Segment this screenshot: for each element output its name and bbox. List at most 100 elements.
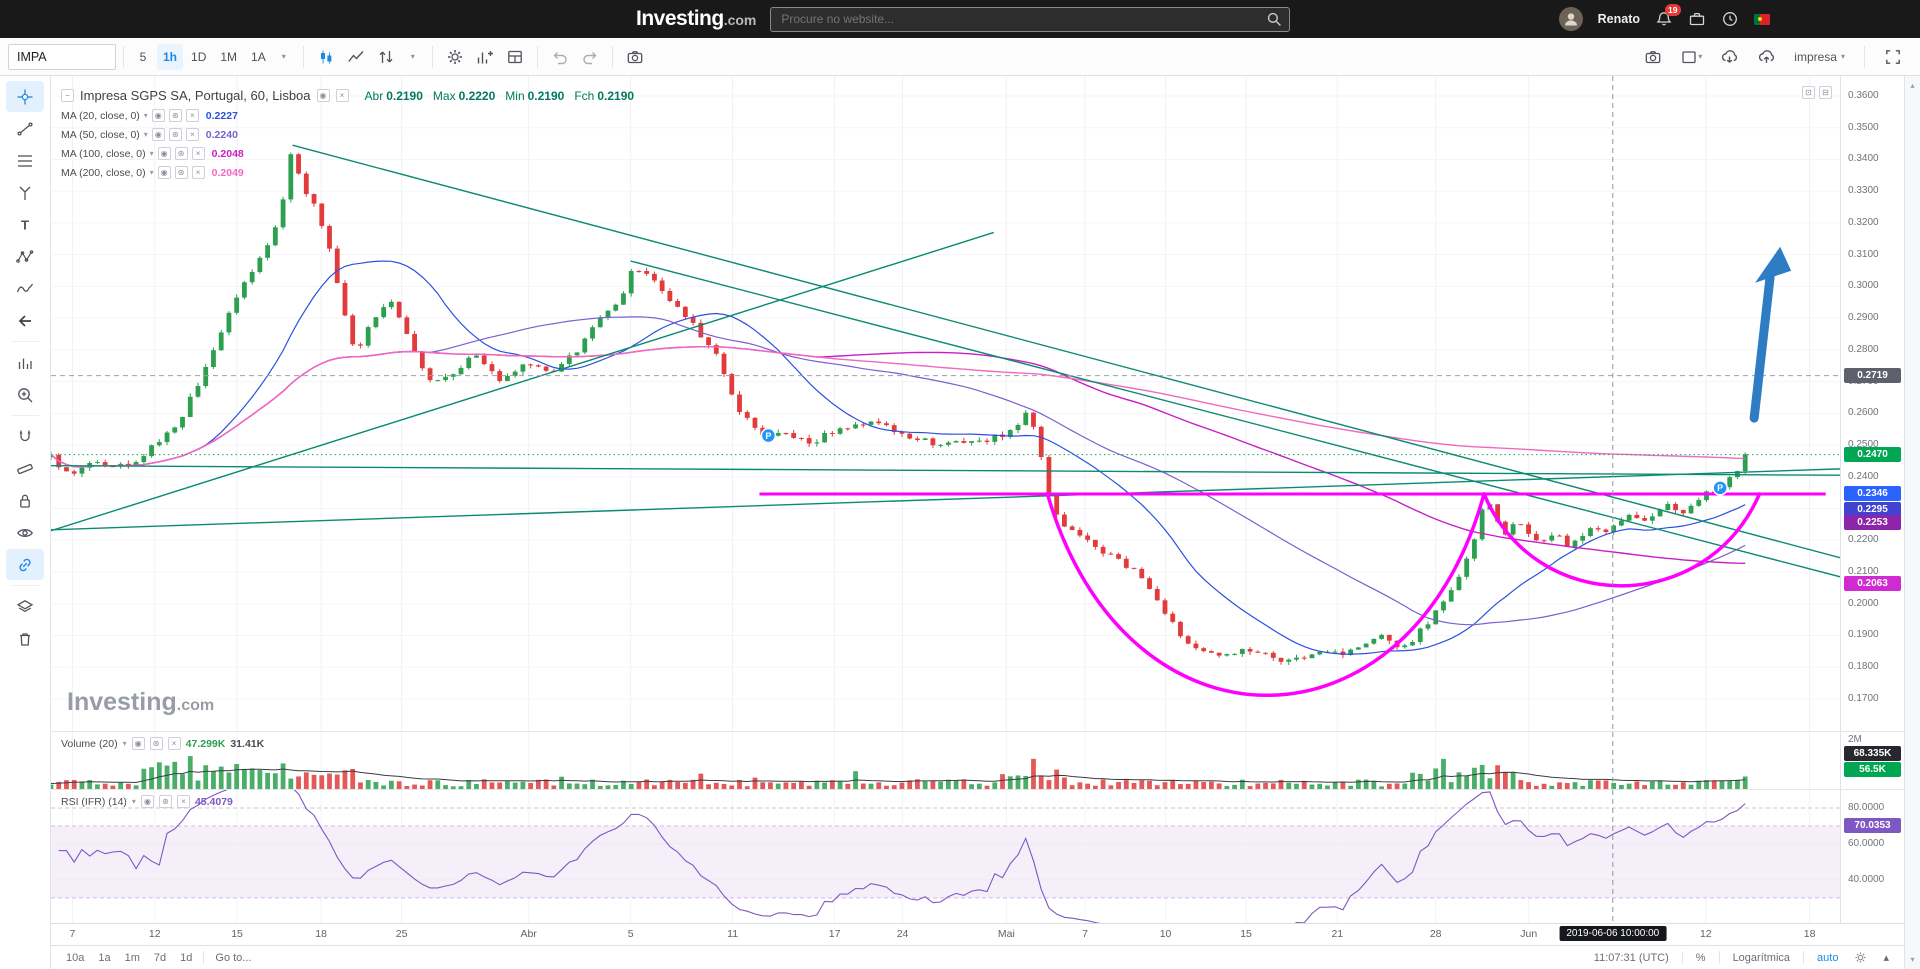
volume-axis[interactable]: 2M 68.335K 56.5K xyxy=(1840,732,1904,789)
chevron-down-icon[interactable]: ▾ xyxy=(149,149,154,158)
tool-zoom-in[interactable] xyxy=(6,379,44,410)
goto-button[interactable]: Go to... xyxy=(215,951,252,964)
eye-icon[interactable]: ◉ xyxy=(151,109,165,122)
tool-fib-retracement[interactable] xyxy=(6,145,44,176)
eye-icon[interactable]: ◉ xyxy=(316,89,330,102)
snapshot-button[interactable] xyxy=(620,44,650,70)
chevron-down-icon[interactable]: ▾ xyxy=(143,111,148,120)
avatar[interactable] xyxy=(1558,7,1583,31)
search-input[interactable] xyxy=(770,6,1291,32)
tool-object-tree[interactable] xyxy=(6,591,44,622)
volume-legend[interactable]: Volume (20) ▾ ◉ ⊛ × 47.299K 31.41K xyxy=(61,737,264,750)
close-icon[interactable]: × xyxy=(191,166,205,179)
fullscreen-button[interactable] xyxy=(1878,44,1908,70)
auto-scale-button[interactable]: auto xyxy=(1817,951,1839,964)
tool-crosshair[interactable] xyxy=(6,81,44,112)
rsi-axis[interactable]: 80.0000 60.0000 40.0000 70.0353 xyxy=(1840,790,1904,923)
indicator-legend-2[interactable]: MA (50, close, 0) ▾ ◉ ⊛ × 0.2240 xyxy=(61,128,634,141)
indicator-legend-1[interactable]: MA (20, close, 0) ▾ ◉ ⊛ × 0.2227 xyxy=(61,109,634,122)
portfolio-button[interactable] xyxy=(1688,10,1706,28)
close-icon[interactable]: × xyxy=(185,128,199,141)
indicator-legend-4[interactable]: MA (200, close, 0) ▾ ◉ ⊛ × 0.2049 xyxy=(61,166,634,179)
interval-5[interactable]: 5 xyxy=(139,49,147,64)
indicator-legend-3[interactable]: MA (100, close, 0) ▾ ◉ ⊛ × 0.2048 xyxy=(61,147,634,160)
chart-type-candles-button[interactable] xyxy=(311,44,341,70)
tool-pitchfork[interactable] xyxy=(6,177,44,208)
interval-1M[interactable]: 1M xyxy=(220,49,238,64)
screenshot-button[interactable] xyxy=(1638,44,1668,70)
percent-scale-button[interactable]: % xyxy=(1695,951,1706,964)
indicators-button[interactable] xyxy=(470,44,500,70)
tool-lock[interactable] xyxy=(6,485,44,516)
close-icon[interactable]: × xyxy=(167,737,181,750)
tool-measure[interactable] xyxy=(6,453,44,484)
chevron-down-icon[interactable]: ▾ xyxy=(143,130,148,139)
settings-icon[interactable]: ⊛ xyxy=(168,128,182,141)
compare-button[interactable] xyxy=(371,44,401,70)
pane-maximize-icon[interactable]: ⊡ xyxy=(1802,86,1815,99)
tool-trend-line[interactable] xyxy=(6,113,44,144)
range-1a[interactable]: 1a xyxy=(98,951,111,964)
rsi-pane[interactable]: 80.0000 60.0000 40.0000 70.0353 RSI (IFR) (… xyxy=(51,789,1904,923)
interval-1h[interactable]: 1h xyxy=(157,43,184,70)
tool-link[interactable] xyxy=(6,549,44,580)
time-axis[interactable]: 7 12 15 18 25 Abr 5 11 17 24 Mai 7 10 15 21 28 Jun 12 18 20… xyxy=(51,923,1904,945)
tool-magnet[interactable] xyxy=(6,421,44,452)
close-icon[interactable]: × xyxy=(176,795,190,808)
range-10a[interactable]: 10a xyxy=(66,951,85,964)
collapse-panel-button[interactable]: ▴ xyxy=(1883,952,1889,964)
layout-name-button[interactable]: impresa ▾ xyxy=(1788,44,1851,70)
tool-elliott-wave[interactable] xyxy=(6,273,44,304)
tool-remove-drawings[interactable] xyxy=(6,623,44,654)
redo-button[interactable] xyxy=(575,44,605,70)
load-layout-button[interactable] xyxy=(1714,44,1745,70)
settings-button[interactable] xyxy=(440,44,470,70)
volume-pane[interactable]: 2M 68.335K 56.5K Volume (20) ▾ ◉ ⊛ × 47.29… xyxy=(51,731,1904,789)
eye-icon[interactable]: ◉ xyxy=(157,147,171,160)
interval-more-button[interactable]: ▾ xyxy=(272,44,296,70)
tool-show-hide[interactable] xyxy=(6,517,44,548)
scroll-down-icon[interactable]: ▾ xyxy=(1910,955,1915,964)
tool-back[interactable] xyxy=(6,305,44,336)
tool-bars-pattern[interactable] xyxy=(6,347,44,378)
close-icon[interactable]: × xyxy=(335,89,349,102)
chevron-down-icon[interactable]: ▾ xyxy=(149,168,154,177)
language-flag-portugal[interactable] xyxy=(1754,13,1770,25)
eye-icon[interactable]: ◉ xyxy=(151,128,165,141)
close-icon[interactable]: × xyxy=(191,147,205,160)
settings-icon[interactable]: ⊛ xyxy=(149,737,163,750)
range-7d[interactable]: 7d xyxy=(153,951,167,964)
collapse-legend-icon[interactable]: − xyxy=(61,89,74,102)
log-scale-button[interactable]: Logarítmica xyxy=(1732,951,1791,964)
search-icon[interactable] xyxy=(1266,11,1283,28)
site-logo[interactable]: Investing .com xyxy=(636,7,756,31)
scroll-up-icon[interactable]: ▴ xyxy=(1910,81,1915,90)
notifications-button[interactable]: 19 xyxy=(1655,4,1681,28)
chart-type-line-button[interactable] xyxy=(341,44,371,70)
volume-chart[interactable] xyxy=(51,732,1840,789)
eye-icon[interactable]: ◉ xyxy=(157,166,171,179)
tool-text[interactable]: T xyxy=(6,209,44,240)
layout-select-button[interactable]: ▾ xyxy=(1674,44,1708,70)
alerts-button[interactable] xyxy=(1721,10,1739,28)
rsi-chart[interactable] xyxy=(51,790,1840,923)
bottom-settings-button[interactable] xyxy=(1847,949,1874,966)
settings-icon[interactable]: ⊛ xyxy=(168,109,182,122)
range-1d[interactable]: 1d xyxy=(180,951,193,964)
symbol-input[interactable] xyxy=(8,43,116,70)
undo-button[interactable] xyxy=(545,44,575,70)
pane-detach-icon[interactable]: ⊟ xyxy=(1819,86,1832,99)
chevron-down-icon[interactable]: ▾ xyxy=(131,797,136,806)
price-axis[interactable]: 0.3600 0.3500 0.3400 0.3300 0.3200 0.3100 0.30… xyxy=(1840,76,1904,731)
settings-icon[interactable]: ⊛ xyxy=(174,166,188,179)
user-name[interactable]: Renato xyxy=(1597,12,1640,26)
eye-icon[interactable]: ◉ xyxy=(140,795,154,808)
interval-1D[interactable]: 1D xyxy=(191,49,207,64)
save-layout-button[interactable] xyxy=(1751,44,1782,70)
rsi-legend[interactable]: RSI (IFR) (14) ▾ ◉ ⊛ × 45.4079 xyxy=(61,795,233,808)
chevron-down-icon[interactable]: ▾ xyxy=(122,739,127,748)
settings-icon[interactable]: ⊛ xyxy=(158,795,172,808)
clock-utc[interactable]: 11:07:31 (UTC) xyxy=(1593,951,1669,964)
price-chart[interactable]: PP xyxy=(51,76,1840,731)
